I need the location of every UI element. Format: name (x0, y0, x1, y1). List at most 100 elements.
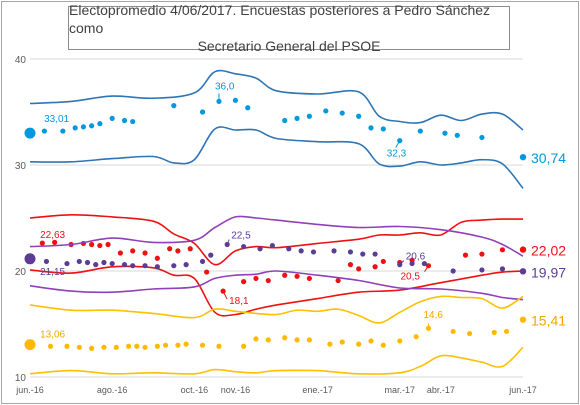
poll-point (183, 341, 189, 347)
poll-point (109, 115, 115, 121)
poll-point (286, 246, 292, 252)
poll-point (121, 117, 128, 124)
poll-point (253, 336, 259, 342)
data-label: 22,5 (231, 231, 251, 242)
poll-point (24, 127, 36, 139)
poll-point (499, 247, 506, 253)
poll-point (368, 125, 374, 131)
poll-point (89, 345, 95, 351)
poll-point (89, 123, 95, 129)
poll-point (39, 240, 45, 246)
poll-point (80, 124, 87, 130)
poll-point (499, 266, 506, 272)
poll-point (208, 252, 214, 258)
poll-point (306, 113, 312, 119)
poll-point (171, 263, 177, 269)
x-tick-label: ene.-17 (302, 385, 333, 395)
label-leader-line (395, 140, 401, 148)
poll-point (183, 262, 189, 268)
data-label: 20,6 (406, 252, 426, 263)
poll-point (232, 97, 239, 103)
poll-point (356, 113, 362, 119)
data-label: 15,41 (531, 313, 566, 329)
series-lower-band-line (29, 270, 524, 301)
poll-point (121, 262, 128, 268)
poll-point (113, 344, 119, 350)
poll-point (93, 262, 99, 268)
poll-point (421, 260, 427, 267)
poll-point (171, 103, 177, 109)
poll-point (154, 264, 160, 270)
poll-point (101, 344, 107, 350)
poll-point (154, 343, 160, 349)
poll-point (60, 128, 66, 134)
poll-point (72, 125, 78, 131)
poll-point (154, 255, 160, 261)
poll-point (519, 246, 527, 253)
poll-point (347, 249, 354, 255)
poll-point (64, 343, 70, 349)
poll-point (130, 118, 136, 125)
poll-point (24, 339, 36, 351)
poll-point (245, 105, 251, 111)
poll-point (450, 268, 456, 274)
poll-point (204, 269, 210, 275)
poll-point (216, 343, 222, 349)
poll-point (479, 134, 485, 141)
poll-point (294, 115, 300, 121)
poll-point (97, 121, 103, 127)
poll-point (199, 342, 206, 348)
poll-point (84, 259, 91, 266)
poll-point (519, 316, 527, 323)
poll-point (282, 335, 288, 341)
poll-point (162, 342, 169, 348)
poll-point (76, 258, 82, 265)
data-label: 19,97 (531, 264, 566, 280)
data-label: 14,6 (424, 310, 444, 321)
poll-point (175, 342, 181, 348)
poll-point (372, 264, 378, 270)
poll-point (409, 260, 415, 267)
poll-point (519, 153, 527, 161)
poll-point (126, 343, 132, 349)
label-leader-line (222, 290, 228, 300)
poll-point (335, 277, 341, 284)
x-tick-label: nov.-16 (221, 385, 250, 395)
poll-point (380, 258, 386, 265)
series-lower-band-line (29, 265, 524, 317)
poll-point (331, 248, 337, 254)
poll-point (52, 239, 58, 245)
poll-point (519, 268, 527, 275)
x-tick-label: jun.-16 (15, 385, 44, 395)
series-upper-band-line (29, 213, 524, 266)
poll-point (347, 262, 354, 268)
poll-point (24, 253, 36, 265)
poll-point (89, 241, 95, 248)
poll-point (241, 279, 247, 285)
x-tick-label: abr.-17 (427, 385, 455, 395)
poll-point (454, 132, 460, 138)
poll-point (117, 250, 123, 256)
poll-point (339, 110, 345, 116)
poll-point (339, 339, 345, 345)
poll-point (462, 252, 469, 258)
data-label: 21,15 (40, 267, 65, 278)
data-label: 30,74 (531, 150, 566, 166)
poll-point (105, 241, 111, 248)
x-tick-label: jun.-17 (508, 385, 537, 395)
chart-title: Electopromedio 4/06/2017. Encuestas post… (68, 2, 510, 54)
poll-point (64, 260, 70, 267)
data-label: 22,63 (40, 230, 65, 241)
poll-point (282, 272, 288, 278)
poll-point (142, 344, 148, 350)
series-lower-band-line (29, 126, 524, 189)
series-lower-band-line (29, 346, 524, 375)
poll-point (130, 248, 136, 254)
poll-point (306, 275, 312, 282)
poll-point (298, 248, 304, 254)
poll-point (294, 337, 300, 343)
poll-point (466, 330, 473, 337)
poll-point (380, 342, 386, 348)
poll-point (282, 117, 288, 124)
